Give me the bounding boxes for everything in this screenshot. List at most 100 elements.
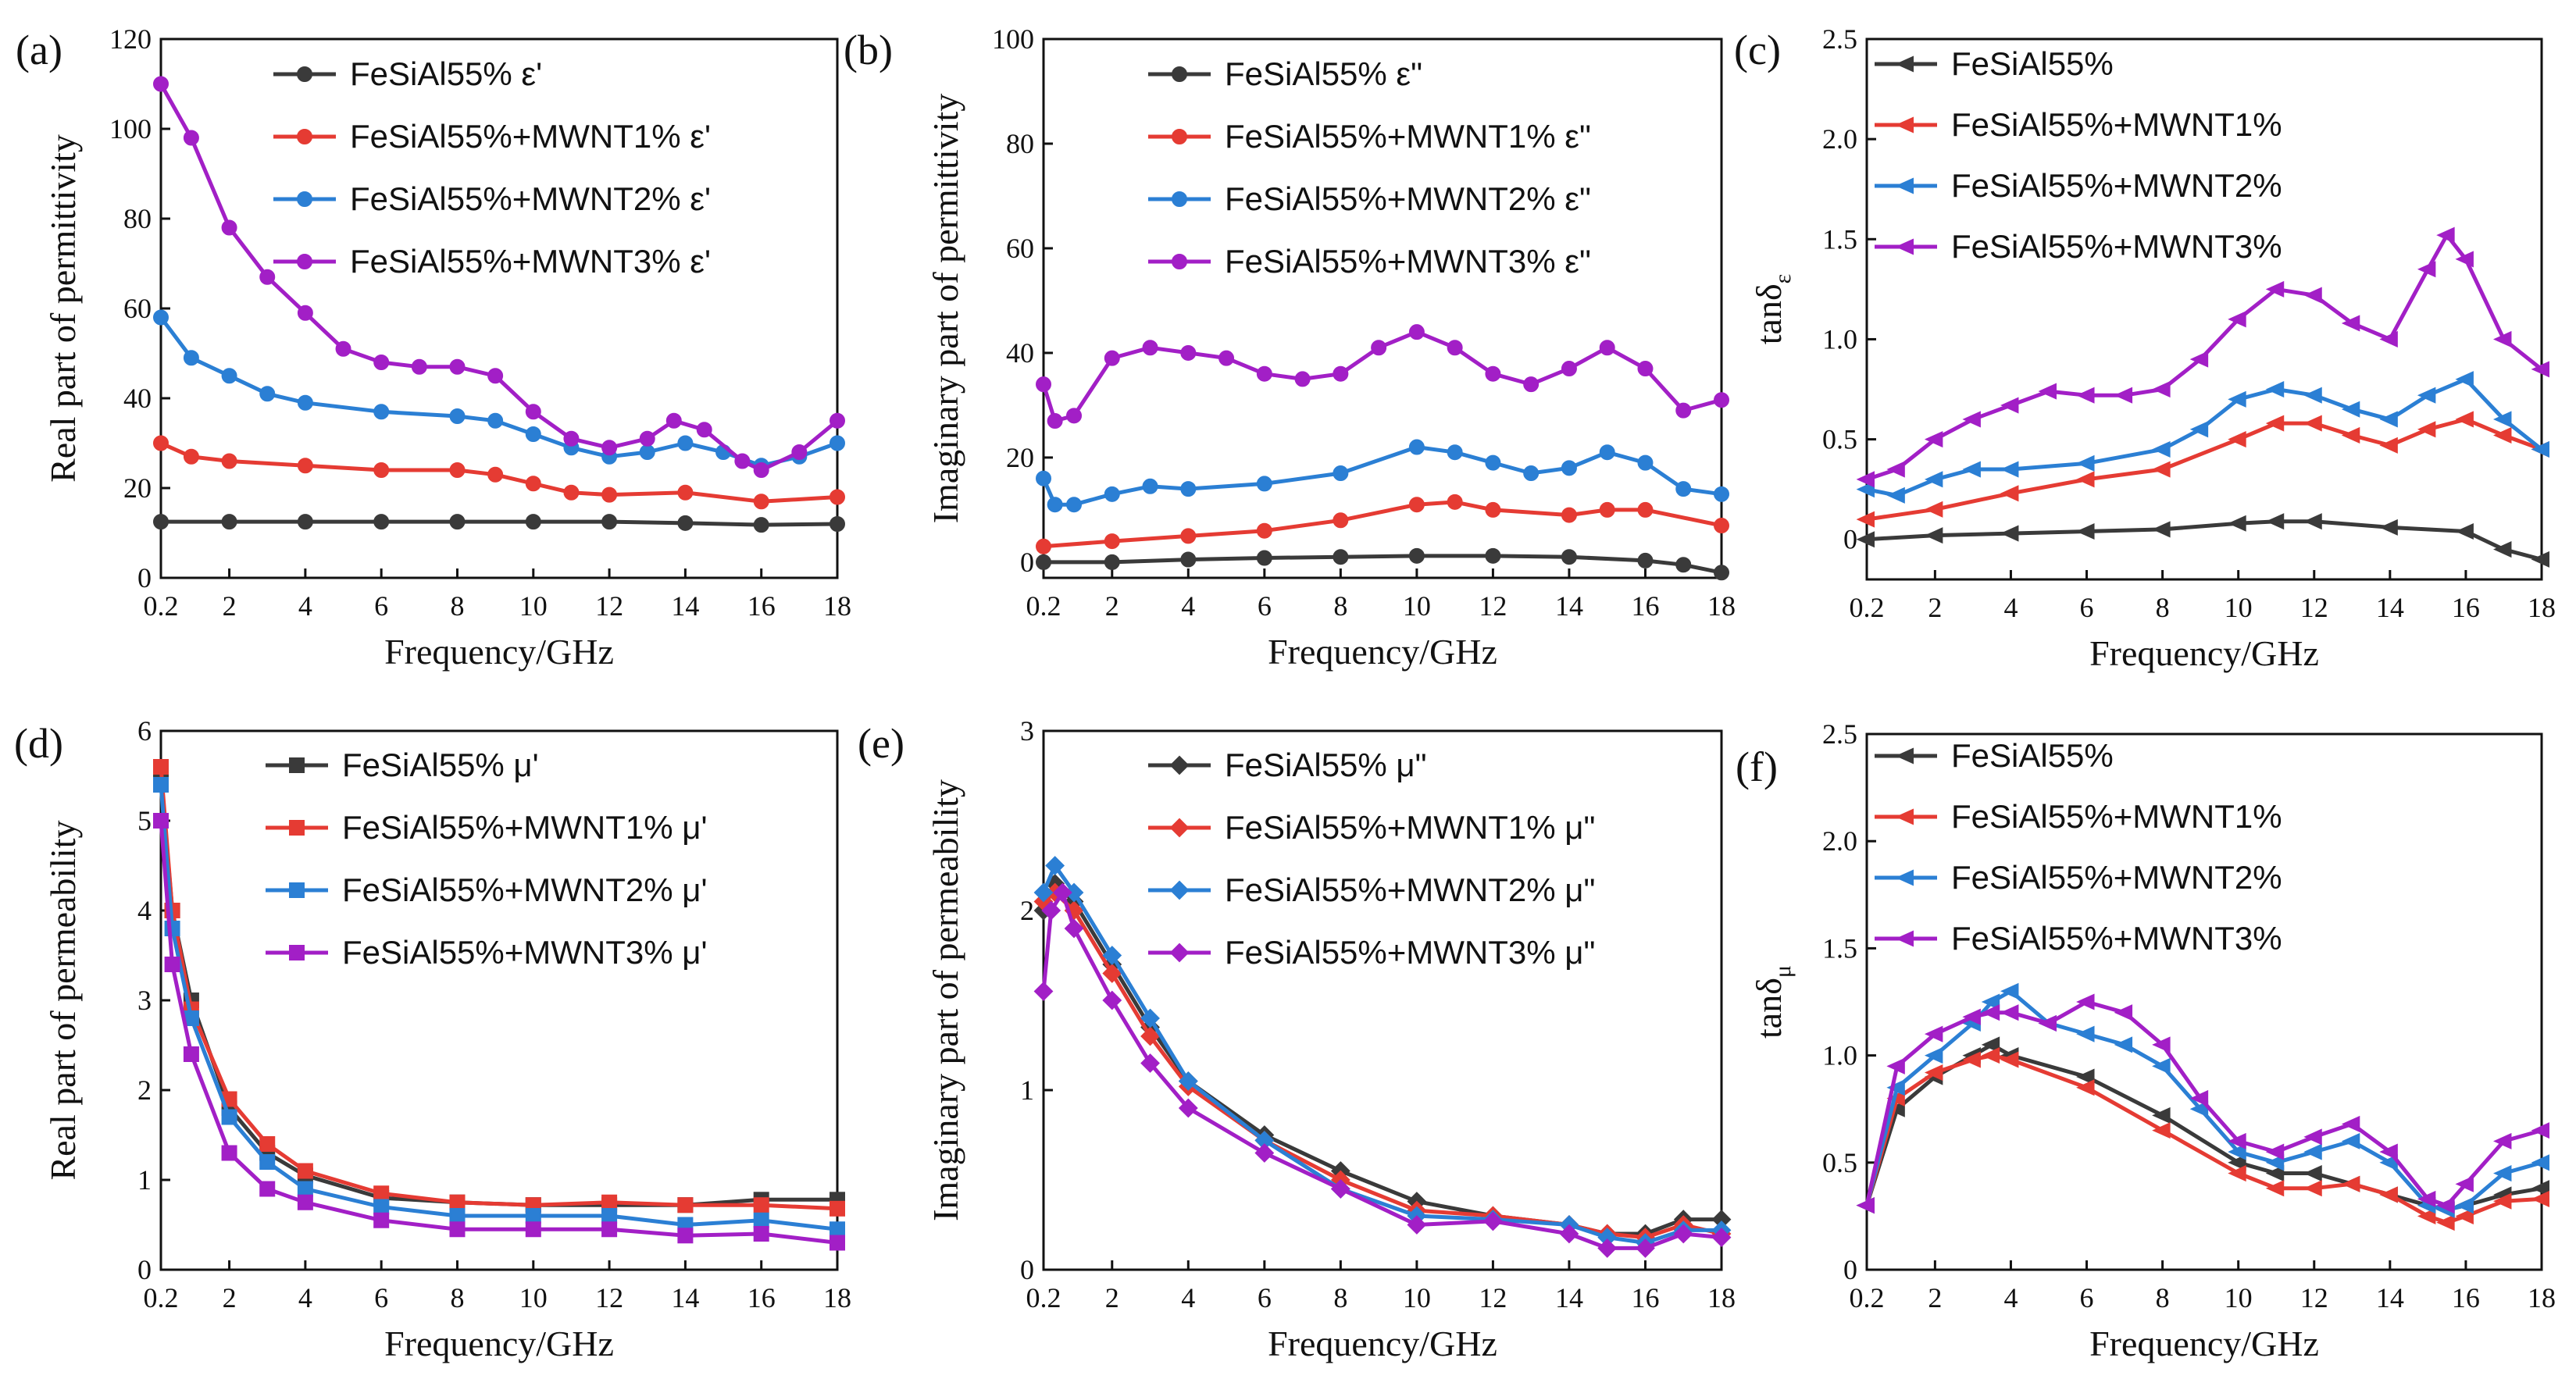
data-point bbox=[1104, 486, 1120, 502]
data-point bbox=[1033, 882, 1054, 903]
data-point bbox=[1178, 1098, 1198, 1118]
y-axis-title: tanδμ bbox=[1749, 965, 1796, 1039]
x-tick-label: 2 bbox=[1928, 1282, 1942, 1313]
legend-marker bbox=[297, 191, 312, 207]
y-axis-title-group: tanδμ bbox=[1749, 965, 1796, 1039]
data-point bbox=[2303, 1128, 2322, 1146]
data-point bbox=[2265, 1164, 2285, 1182]
series-3 bbox=[1036, 439, 1729, 513]
data-point bbox=[2455, 1207, 2474, 1224]
data-point bbox=[2265, 1143, 2285, 1160]
data-point bbox=[2417, 387, 2436, 404]
data-point bbox=[1599, 501, 1615, 518]
data-point bbox=[1104, 554, 1120, 570]
data-point bbox=[1180, 481, 1197, 497]
data-point bbox=[2493, 426, 2512, 444]
data-point bbox=[2379, 1143, 2398, 1160]
data-point bbox=[2265, 280, 2285, 298]
data-point bbox=[525, 1221, 541, 1238]
data-point bbox=[665, 412, 682, 429]
data-point bbox=[259, 386, 276, 402]
data-point bbox=[1636, 1238, 1655, 1258]
data-point bbox=[2379, 1186, 2398, 1203]
data-point bbox=[449, 462, 466, 478]
data-point bbox=[2000, 525, 2019, 542]
legend-marker bbox=[289, 882, 305, 898]
x-tick-label: 10 bbox=[2225, 592, 2253, 623]
data-point bbox=[1886, 486, 1905, 504]
data-point bbox=[1178, 1071, 1198, 1091]
data-point bbox=[2455, 522, 2474, 540]
y-tick-label: 0 bbox=[137, 562, 152, 593]
data-point bbox=[1981, 1047, 2000, 1064]
data-point bbox=[153, 759, 169, 775]
x-tick-label: 12 bbox=[1479, 590, 1507, 622]
legend-entry: FeSiAl55%+MWNT3% ε' bbox=[350, 243, 711, 280]
data-point bbox=[2379, 437, 2398, 454]
data-point bbox=[1052, 882, 1072, 903]
series-3 bbox=[1033, 856, 1732, 1253]
legend-entry: FeSiAl55%+MWNT2% ε' bbox=[350, 180, 711, 217]
x-tick-label: 18 bbox=[1707, 590, 1736, 622]
data-point bbox=[2531, 1190, 2549, 1207]
data-point bbox=[2189, 1089, 2209, 1107]
data-point bbox=[1561, 507, 1577, 523]
data-point bbox=[830, 1235, 845, 1251]
data-point bbox=[373, 1199, 390, 1215]
data-point bbox=[221, 219, 237, 236]
x-tick-label: 4 bbox=[1181, 1282, 1195, 1313]
data-point bbox=[335, 340, 351, 357]
plot-frame bbox=[1865, 37, 2543, 581]
data-point bbox=[525, 476, 541, 492]
panel-label: (c) bbox=[1734, 27, 1781, 73]
data-point bbox=[2531, 440, 2549, 458]
data-point bbox=[563, 430, 580, 447]
data-point bbox=[830, 412, 845, 429]
data-point bbox=[297, 1194, 313, 1210]
legend-entry: FeSiAl55%+MWNT2% μ' bbox=[342, 871, 708, 908]
data-point bbox=[2531, 361, 2549, 378]
data-point bbox=[1886, 1079, 1905, 1096]
series-line bbox=[1864, 1042, 2542, 1212]
data-point bbox=[1408, 497, 1425, 513]
legend-entry: FeSiAl55% μ' bbox=[342, 747, 539, 783]
y-tick-label: 1 bbox=[137, 1164, 152, 1196]
data-point bbox=[259, 1136, 276, 1152]
data-point bbox=[2493, 541, 2512, 558]
y-tick-label: 0 bbox=[1020, 547, 1034, 578]
data-point bbox=[2379, 411, 2398, 428]
data-point bbox=[153, 435, 169, 451]
data-point bbox=[2000, 982, 2019, 1000]
data-point bbox=[1408, 324, 1425, 340]
data-point bbox=[1485, 501, 1501, 518]
data-point bbox=[2265, 380, 2285, 398]
data-point bbox=[2455, 1175, 2474, 1192]
x-tick-label: 12 bbox=[595, 1282, 623, 1313]
data-point bbox=[1333, 365, 1349, 382]
series-line bbox=[1864, 1053, 2542, 1225]
data-point bbox=[2228, 1164, 2246, 1182]
x-axis-title: Frequency/GHz bbox=[384, 632, 614, 672]
y-tick-label: 2.0 bbox=[1822, 825, 1857, 857]
data-point bbox=[2076, 1025, 2095, 1042]
data-point bbox=[2303, 1143, 2322, 1160]
data-point bbox=[1140, 1008, 1160, 1028]
series-3 bbox=[1856, 371, 2549, 504]
y-axis-title: tanδε bbox=[1749, 274, 1796, 344]
data-point bbox=[449, 1194, 466, 1210]
data-point bbox=[2341, 315, 2360, 332]
data-point bbox=[1407, 1215, 1427, 1235]
y-tick-label: 2.5 bbox=[1822, 23, 1857, 55]
legend-entry: FeSiAl55%+MWNT1% bbox=[1951, 798, 2282, 835]
data-point bbox=[639, 430, 655, 447]
data-point bbox=[601, 486, 618, 503]
data-point bbox=[2341, 1132, 2360, 1149]
data-point bbox=[830, 489, 845, 505]
y-tick-label: 3 bbox=[137, 985, 152, 1016]
data-point bbox=[2152, 1122, 2171, 1139]
x-tick-label: 6 bbox=[374, 1282, 388, 1313]
y-tick-label: 2 bbox=[137, 1074, 152, 1106]
x-tick-label: 4 bbox=[2003, 1282, 2018, 1313]
data-point bbox=[2436, 1214, 2455, 1231]
data-point bbox=[1333, 465, 1349, 482]
